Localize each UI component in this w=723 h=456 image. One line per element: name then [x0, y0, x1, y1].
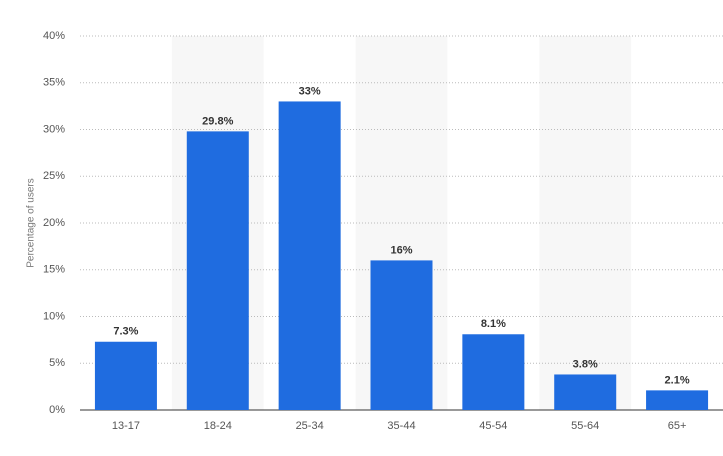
- x-tick-label: 45-54: [479, 420, 507, 432]
- value-label: 2.1%: [665, 374, 690, 386]
- y-tick-label: 40%: [43, 30, 65, 42]
- bar: [554, 374, 617, 410]
- x-tick-label: 35-44: [387, 420, 415, 432]
- bar: [94, 341, 157, 410]
- value-label: 16%: [390, 244, 412, 256]
- x-tick-label: 55-64: [571, 420, 599, 432]
- bar: [278, 101, 341, 410]
- y-tick-label: 30%: [43, 123, 65, 135]
- y-tick-label: 10%: [43, 310, 65, 322]
- y-tick-label: 35%: [43, 77, 65, 89]
- x-tick-label: 65+: [668, 420, 687, 432]
- bar: [186, 131, 249, 410]
- y-axis-label: Percentage of users: [26, 178, 37, 268]
- bar: [370, 260, 433, 410]
- value-label: 7.3%: [113, 326, 138, 338]
- y-tick-label: 5%: [49, 357, 65, 369]
- x-tick-label: 18-24: [204, 420, 232, 432]
- bar: [646, 390, 709, 410]
- value-label: 8.1%: [481, 318, 506, 330]
- x-tick-label: 13-17: [112, 420, 140, 432]
- y-tick-label: 0%: [49, 404, 65, 416]
- value-label: 3.8%: [573, 358, 598, 370]
- bar: [462, 334, 525, 410]
- y-tick-label: 20%: [43, 217, 65, 229]
- value-label: 33%: [299, 85, 321, 97]
- value-label: 29.8%: [202, 115, 233, 127]
- y-tick-label: 25%: [43, 170, 65, 182]
- y-tick-label: 15%: [43, 264, 65, 276]
- x-tick-label: 25-34: [296, 420, 324, 432]
